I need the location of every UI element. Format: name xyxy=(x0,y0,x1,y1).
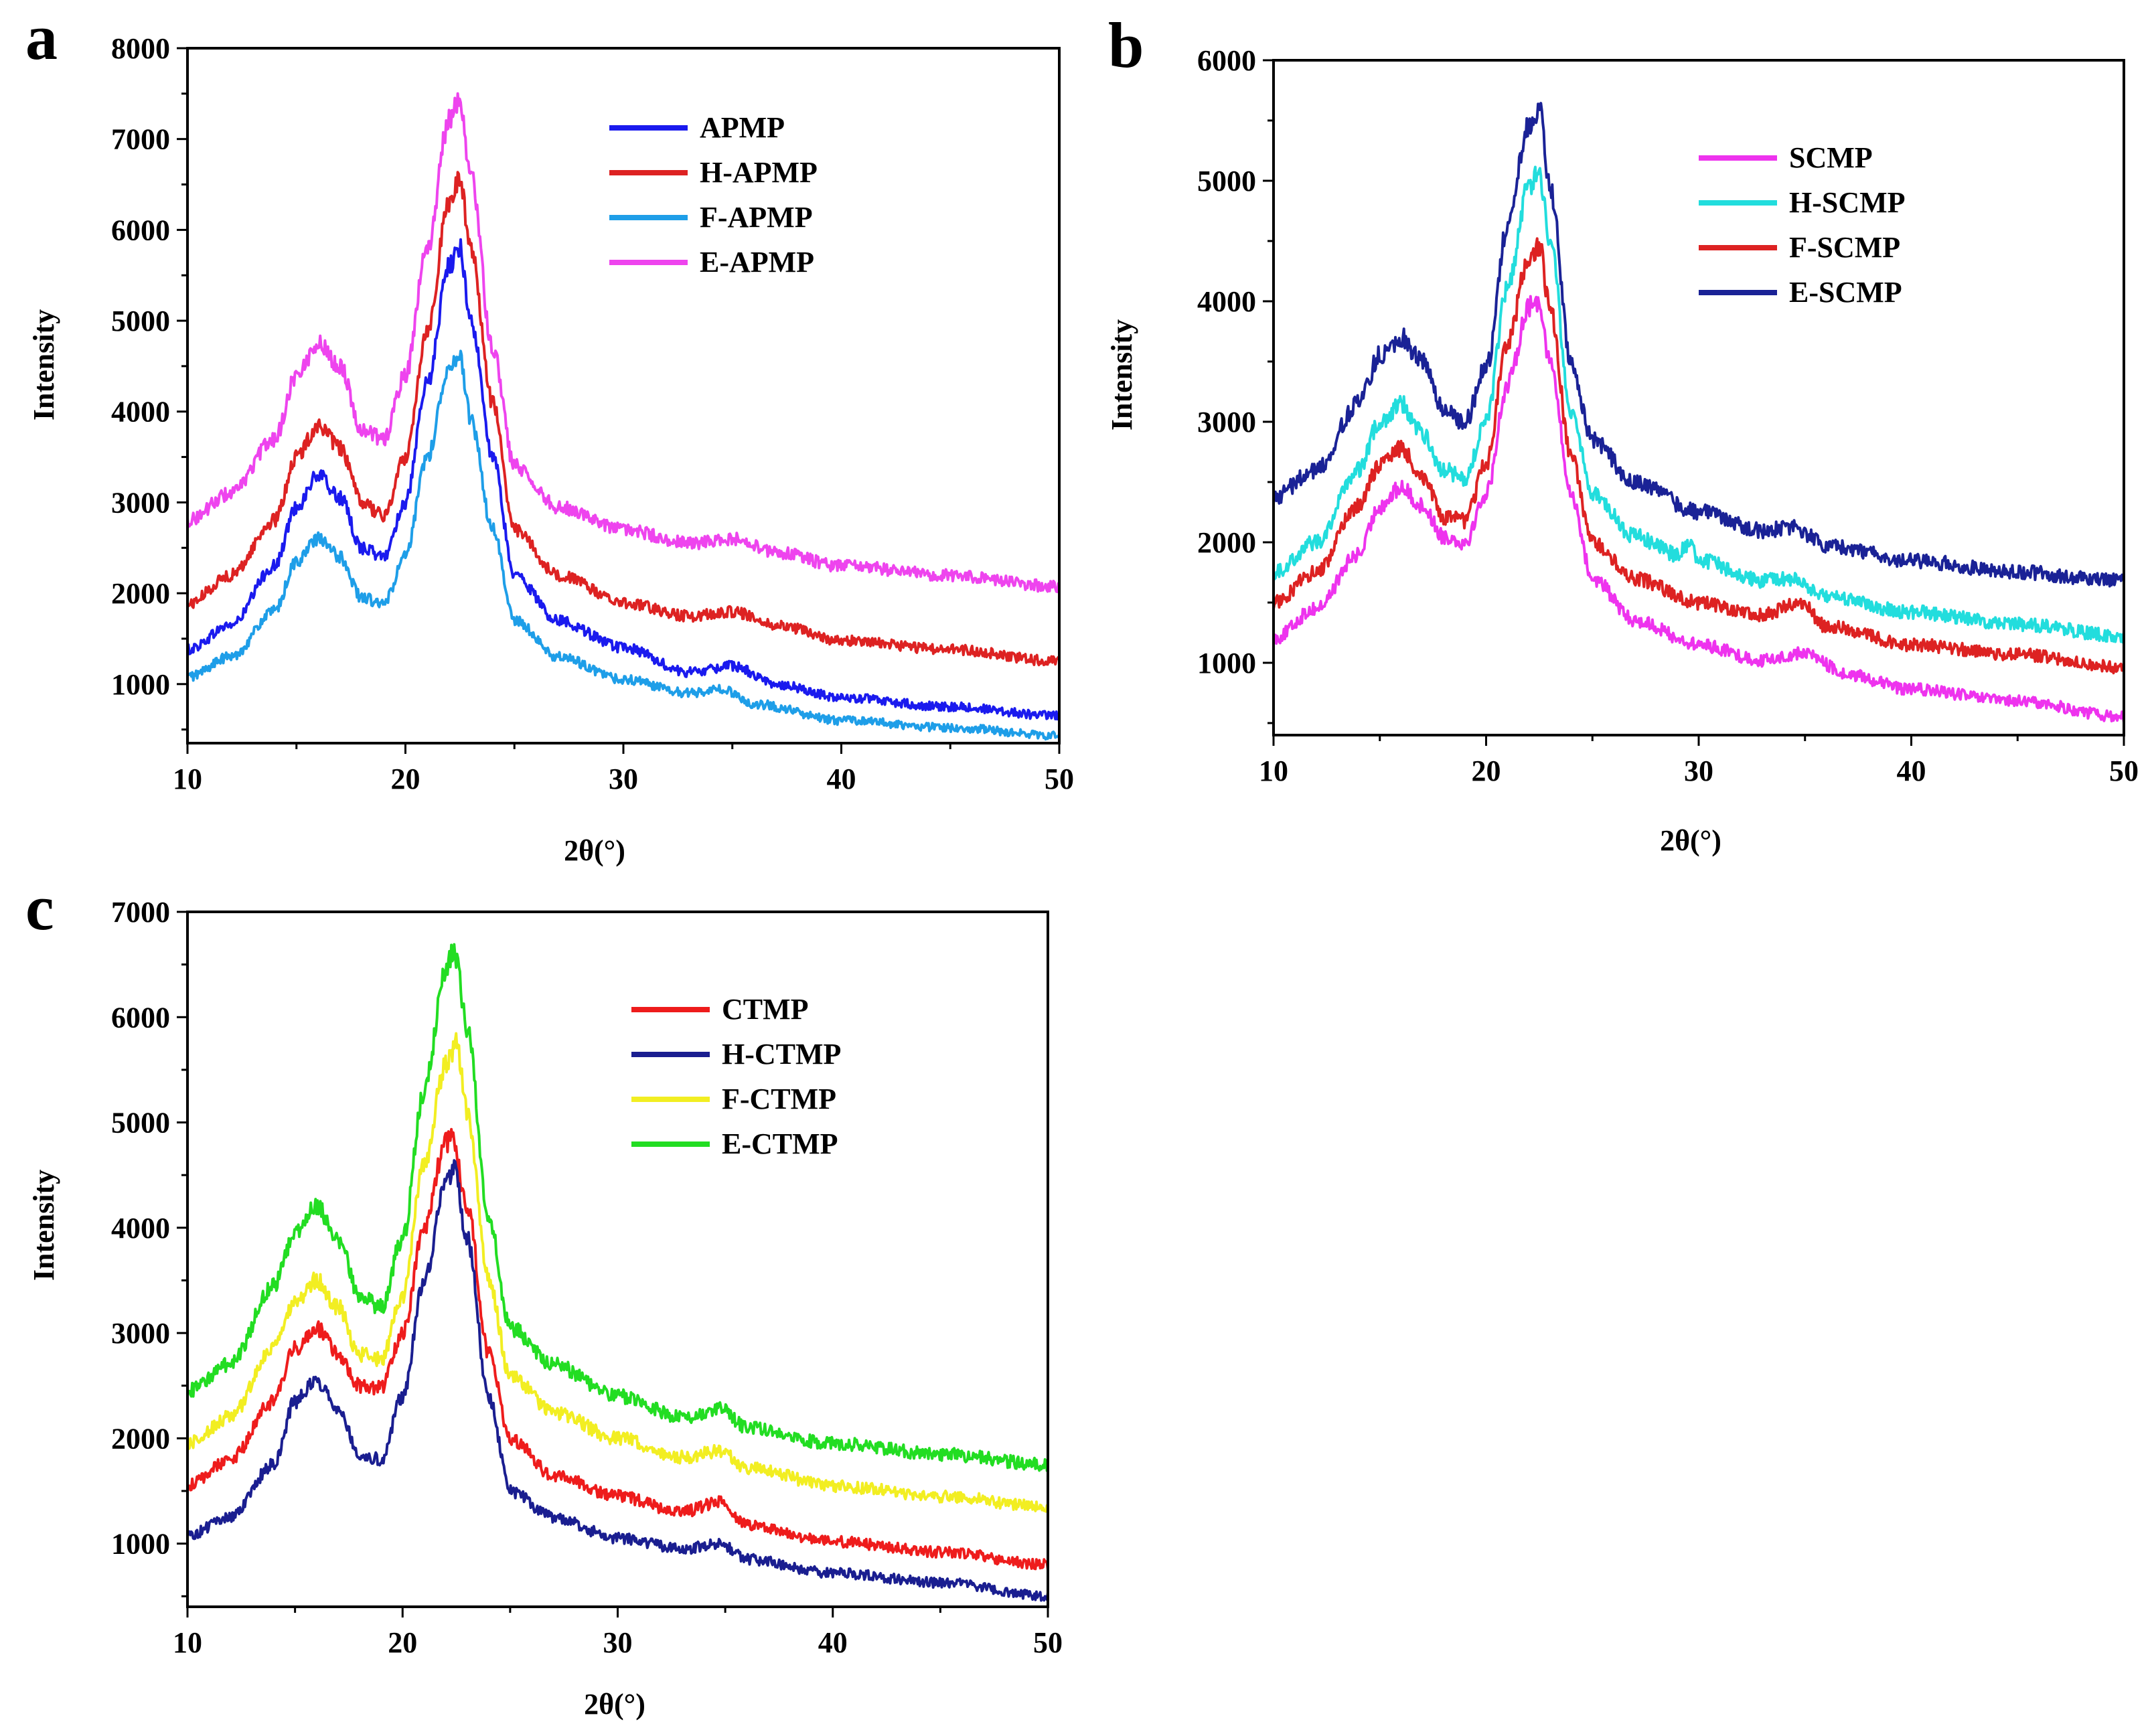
y-tick-labels-a: 1000 2000 3000 4000 5000 6000 7000 8000 xyxy=(111,32,170,701)
series-line-e-apmp xyxy=(187,92,1059,593)
x-tick-labels-a: 10 20 30 40 50 xyxy=(173,763,1074,795)
chart-panel-b: b Intensity 2θ(°) 1000 2000 3000 4000 50… xyxy=(1105,9,2139,857)
legend-c: CTMP H-CTMP F-CTMP E-CTMP xyxy=(631,993,841,1160)
legend-label: CTMP xyxy=(722,993,809,1026)
y-tick-label: 7000 xyxy=(111,896,170,929)
x-tick-labels-c: 10 20 30 40 50 xyxy=(173,1626,1063,1659)
x-tick-label: 40 xyxy=(818,1626,848,1659)
x-tick-label: 20 xyxy=(388,1626,417,1659)
panel-letter-a: a xyxy=(25,1,58,73)
plot-frame xyxy=(186,911,1049,1608)
x-tick-labels-b: 10 20 30 40 50 xyxy=(1259,755,2139,787)
y-axis-title-b: Intensity xyxy=(1105,319,1138,430)
legend-label: SCMP xyxy=(1789,141,1873,174)
y-tick-label: 5000 xyxy=(1197,165,1256,198)
series-line-e-scmp xyxy=(1274,102,2124,588)
series-line-e-ctmp xyxy=(187,943,1048,1472)
y-tick-label: 5000 xyxy=(111,1107,170,1139)
legend-label: H-CTMP xyxy=(722,1038,841,1071)
y-tick-labels-c: 1000 2000 3000 4000 5000 6000 7000 xyxy=(111,896,170,1561)
x-tick-label: 10 xyxy=(173,1626,202,1659)
x-tick-label: 30 xyxy=(1684,755,1713,787)
x-tick-label: 10 xyxy=(173,763,202,795)
series-line-f-apmp xyxy=(187,349,1059,741)
series-line-f-ctmp xyxy=(187,1032,1048,1513)
plot-frame xyxy=(186,47,1061,744)
x-tick-label: 20 xyxy=(1472,755,1501,787)
y-tick-label: 8000 xyxy=(111,32,170,65)
y-tick-label: 4000 xyxy=(111,1212,170,1245)
legend-label: F-APMP xyxy=(700,201,813,234)
legend-a: APMP H-APMP F-APMP E-APMP xyxy=(609,111,818,279)
y-tick-label: 7000 xyxy=(111,123,170,156)
y-tick-label: 4000 xyxy=(1197,285,1256,318)
series-line-f-scmp xyxy=(1274,237,2124,675)
series-line-scmp xyxy=(1274,295,2124,723)
x-tick-label: 50 xyxy=(2109,755,2139,787)
y-tick-label: 6000 xyxy=(111,214,170,246)
x-tick-label: 40 xyxy=(827,763,856,795)
chart-panel-c: c Intensity 2θ(°) 1000 2000 3000 4000 50… xyxy=(25,872,1063,1721)
legend-label: F-CTMP xyxy=(722,1083,836,1115)
series-line-h-ctmp xyxy=(187,1159,1048,1602)
legend-label: H-APMP xyxy=(700,156,818,189)
chart-panel-a: a Intensity 2θ(°) 1000 2000 3000 4000 50… xyxy=(25,1,1074,867)
y-tick-label: 1000 xyxy=(1197,647,1256,680)
series-line-h-scmp xyxy=(1274,165,2124,644)
x-tick-label: 50 xyxy=(1033,1626,1063,1659)
y-axis-title-a: Intensity xyxy=(27,309,60,420)
x-tick-label: 20 xyxy=(391,763,420,795)
legend-b: SCMP H-SCMP F-SCMP E-SCMP xyxy=(1699,141,1906,309)
x-tick-label: 50 xyxy=(1045,763,1074,795)
x-axis-title-a: 2θ(°) xyxy=(564,834,625,867)
legend-label: E-SCMP xyxy=(1789,276,1902,309)
y-tick-label: 3000 xyxy=(111,1317,170,1350)
y-tick-label: 2000 xyxy=(1197,526,1256,559)
series-line-h-apmp xyxy=(187,171,1059,667)
legend-label: E-APMP xyxy=(700,246,814,279)
x-tick-label: 40 xyxy=(1897,755,1926,787)
x-axis-title-c: 2θ(°) xyxy=(584,1688,645,1721)
series-line-apmp xyxy=(187,238,1059,721)
plot-area-b xyxy=(1274,102,2124,723)
legend-label: H-SCMP xyxy=(1789,186,1906,219)
x-tick-label: 30 xyxy=(609,763,638,795)
y-tick-label: 6000 xyxy=(111,1001,170,1034)
y-tick-label: 4000 xyxy=(111,396,170,428)
series-line-ctmp xyxy=(187,1127,1048,1571)
y-tick-label: 3000 xyxy=(1197,406,1256,439)
panel-letter-c: c xyxy=(25,872,54,943)
plot-area-a xyxy=(187,92,1059,741)
legend-label: F-SCMP xyxy=(1789,231,1900,264)
y-axis-title-c: Intensity xyxy=(27,1170,60,1281)
y-tick-label: 6000 xyxy=(1197,44,1256,77)
y-tick-label: 3000 xyxy=(111,486,170,519)
plot-area-c xyxy=(187,943,1048,1602)
x-axis-title-b: 2θ(°) xyxy=(1660,824,1721,857)
legend-label: E-CTMP xyxy=(722,1127,838,1160)
y-tick-label: 5000 xyxy=(111,305,170,337)
y-tick-label: 2000 xyxy=(111,577,170,610)
panel-letter-b: b xyxy=(1108,9,1144,81)
y-tick-label: 2000 xyxy=(111,1422,170,1455)
x-tick-label: 10 xyxy=(1259,755,1288,787)
y-tick-labels-b: 1000 2000 3000 4000 5000 6000 xyxy=(1197,44,1256,680)
legend-label: APMP xyxy=(700,111,785,144)
x-tick-label: 30 xyxy=(603,1626,633,1659)
y-tick-label: 1000 xyxy=(111,1528,170,1561)
y-tick-label: 1000 xyxy=(111,668,170,701)
